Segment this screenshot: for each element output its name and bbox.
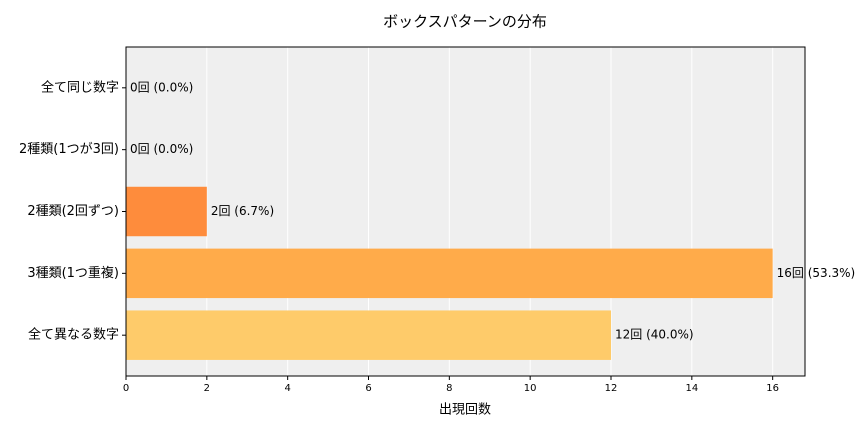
x-tick-label: 2	[204, 383, 210, 394]
value-label: 16回 (53.3%)	[777, 266, 856, 280]
y-tick-label: 全て異なる数字	[28, 327, 119, 343]
value-label: 0回 (0.0%)	[130, 80, 193, 94]
x-tick-label: 10	[524, 383, 537, 394]
x-axis-label: 出現回数	[439, 403, 491, 418]
y-tick-label: 2種類(2回ずつ)	[27, 203, 119, 219]
value-label: 12回 (40.0%)	[615, 328, 694, 342]
plot-frame	[125, 46, 806, 377]
bar	[126, 248, 773, 299]
value-label: 0回 (0.0%)	[130, 142, 193, 156]
chart-title: ボックスパターンの分布	[383, 13, 547, 31]
x-tick-label: 0	[123, 383, 129, 394]
value-label: 2回 (6.7%)	[211, 204, 274, 218]
x-tick-label: 14	[685, 383, 698, 394]
x-tick-label: 6	[365, 383, 371, 394]
y-tick-label: 2種類(1つが3回)	[19, 141, 119, 157]
bar	[126, 186, 207, 237]
x-tick-label: 12	[605, 383, 618, 394]
y-tick-label: 3種類(1つ重複)	[27, 265, 119, 281]
bar	[126, 310, 611, 360]
x-tick-label: 16	[766, 383, 779, 394]
y-tick-label: 全て同じ数字	[41, 79, 119, 95]
x-tick-label: 4	[284, 383, 290, 394]
x-tick-label: 8	[446, 383, 452, 394]
